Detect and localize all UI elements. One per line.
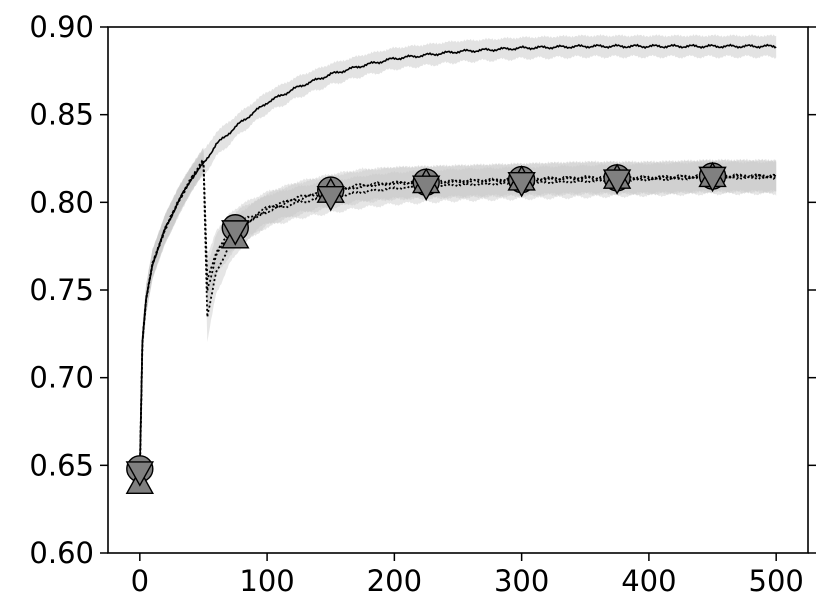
marker-triangle-down [602,169,632,195]
y-tick-label: 0.75 [29,273,94,307]
marker-triangle-down [698,166,727,193]
marker-triangle-down [411,175,441,201]
marker-triangle-down [221,220,250,246]
y-tick-label: 0.65 [29,448,94,482]
y-axis-ticks: 0.60 0.65 0.70 0.75 0.80 0.85 0.90 [29,10,816,570]
x-axis-ticks: 0 100 200 300 400 500 [131,553,804,598]
y-tick-label: 0.90 [29,10,94,44]
marker-triangle-down [125,461,155,487]
y-tick-label: 0.60 [29,536,94,570]
series-2-line [138,157,777,470]
series-3-line [138,160,777,482]
confidence-bands [139,34,777,492]
x-tick-label: 500 [749,564,804,598]
x-tick-label: 0 [131,564,149,598]
y-tick-label: 0.80 [29,185,94,219]
series-markers [125,161,727,494]
x-tick-label: 300 [494,564,549,598]
series-4-line [138,158,777,473]
x-tick-label: 100 [239,564,294,598]
x-tick-label: 200 [367,564,422,598]
x-tick-label: 400 [621,564,676,598]
series-1-line [139,43,777,475]
series-1-band [139,34,777,485]
marker-triangle-down [507,171,536,198]
series-lines [138,43,777,482]
series-4-band [139,147,777,482]
y-tick-label: 0.70 [29,361,94,395]
marker-triangle-down [316,185,345,212]
y-tick-label: 0.85 [29,98,94,132]
